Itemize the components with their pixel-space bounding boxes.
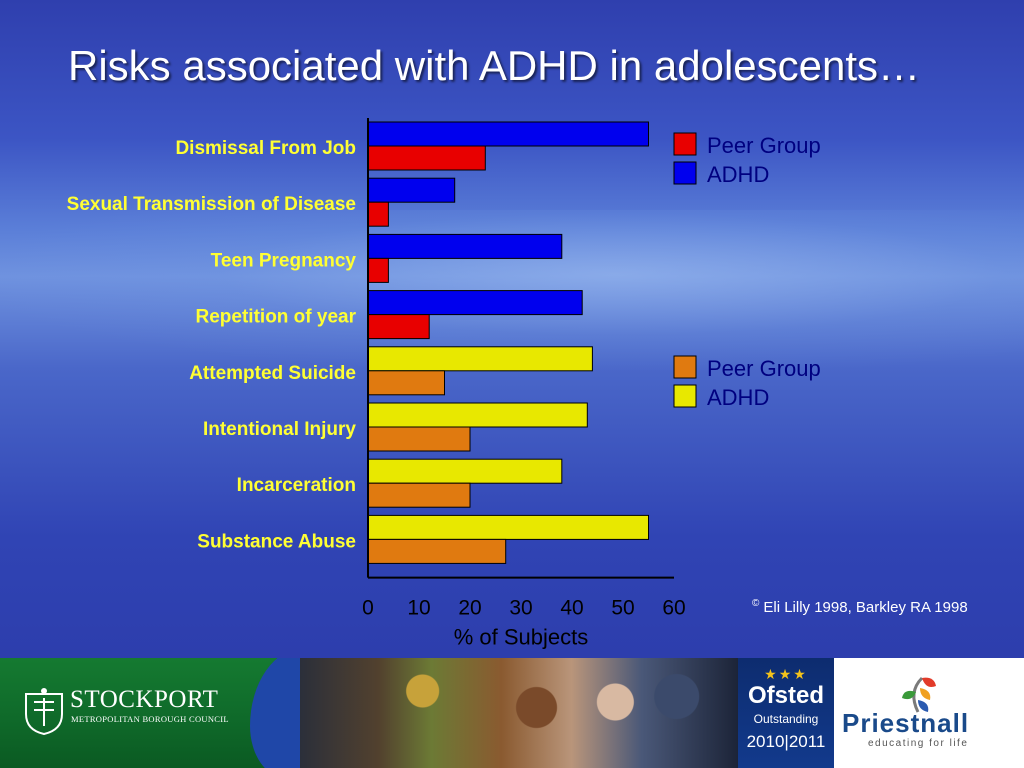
- legend-swatch: [673, 161, 697, 185]
- legend-swatch: [673, 132, 697, 156]
- x-tick-label: 50: [611, 597, 634, 620]
- stockport-logo: STOCKPORT METROPOLITAN BOROUGH COUNCIL: [0, 658, 300, 768]
- bar-adhd-dismissal-from-job: [367, 121, 649, 147]
- bar-adhd-repetition-of-year: [367, 290, 583, 316]
- source-credit: © Eli Lilly 1998, Barkley RA 1998: [752, 598, 968, 616]
- category-label: Sexual Transmission of Disease: [67, 194, 356, 215]
- legend-label: Peer Group: [707, 133, 821, 158]
- council-subtitle: METROPOLITAN BOROUGH COUNCIL: [71, 714, 229, 724]
- bar-peer-group-dismissal-from-job: [367, 145, 486, 171]
- bar-adhd-teen-pregnancy: [367, 233, 563, 259]
- priestnall-logo: Priestnall educating for life: [834, 658, 1024, 768]
- council-crest-icon: [25, 688, 63, 736]
- school-name: Priestnall: [842, 708, 970, 738]
- legend-swatch: [673, 355, 697, 379]
- bar-peer-group-attempted-suicide: [367, 370, 445, 396]
- bar-adhd-sexual-transmission-of-disease: [367, 177, 456, 203]
- bar-peer-group-teen-pregnancy: [367, 257, 389, 283]
- legend-swatch: [673, 384, 697, 408]
- bar-peer-group-intentional-injury: [367, 426, 471, 452]
- legend-label: ADHD: [707, 385, 769, 410]
- bar-adhd-intentional-injury: [367, 402, 588, 428]
- x-tick-label: 40: [560, 597, 583, 620]
- bar-peer-group-repetition-of-year: [367, 314, 430, 340]
- x-tick-label: 60: [662, 597, 685, 620]
- school-leaf-icon: [902, 676, 936, 713]
- category-label: Intentional Injury: [203, 419, 356, 440]
- bar-peer-group-substance-abuse: [367, 538, 507, 564]
- bar-adhd-incarceration: [367, 458, 563, 484]
- footer-banner: STOCKPORT METROPOLITAN BOROUGH COUNCIL ★…: [0, 658, 1024, 768]
- legends: Peer Group ADHD Peer Group ADHD: [673, 132, 821, 410]
- category-labels: Dismissal From Job Sexual Transmission of…: [67, 138, 357, 552]
- category-label: Dismissal From Job: [175, 138, 356, 159]
- x-tick-label: 0: [362, 597, 374, 620]
- bar-group: [367, 121, 649, 564]
- school-tagline: educating for life: [868, 738, 969, 749]
- ofsted-badge: ★★★ Ofsted Outstanding 2010|2011: [738, 658, 834, 768]
- photo-collage: [300, 658, 738, 768]
- council-name: STOCKPORT: [70, 686, 219, 713]
- category-label: Substance Abuse: [197, 531, 356, 552]
- copyright-symbol: ©: [752, 598, 760, 609]
- ofsted-years: 2010|2011: [746, 732, 826, 751]
- bar-peer-group-incarceration: [367, 482, 471, 508]
- category-label: Repetition of year: [196, 307, 357, 328]
- legend-label: ADHD: [707, 162, 769, 187]
- x-tick-label: 30: [509, 597, 532, 620]
- bar-adhd-substance-abuse: [367, 514, 649, 540]
- category-label: Attempted Suicide: [189, 363, 356, 384]
- legend-label: Peer Group: [707, 356, 821, 381]
- ofsted-stars-icon: ★★★: [764, 666, 808, 682]
- bar-adhd-attempted-suicide: [367, 346, 593, 372]
- ofsted-name: Ofsted: [747, 682, 824, 709]
- credit-text: Eli Lilly 1998, Barkley RA 1998: [763, 599, 968, 616]
- bar-peer-group-sexual-transmission-of-disease: [367, 201, 389, 227]
- bar-chart: Dismissal From Job Sexual Transmission of…: [67, 118, 821, 650]
- category-label: Incarceration: [237, 475, 356, 496]
- x-tick-labels: 0 10 20 30 40 50 60: [362, 597, 686, 620]
- x-tick-label: 10: [407, 597, 430, 620]
- x-tick-label: 20: [458, 597, 481, 620]
- ofsted-rating: Outstanding: [753, 712, 819, 726]
- x-axis-title: % of Subjects: [454, 625, 589, 650]
- category-label: Teen Pregnancy: [211, 250, 357, 271]
- slide-title: Risks associated with ADHD in adolescent…: [68, 42, 921, 89]
